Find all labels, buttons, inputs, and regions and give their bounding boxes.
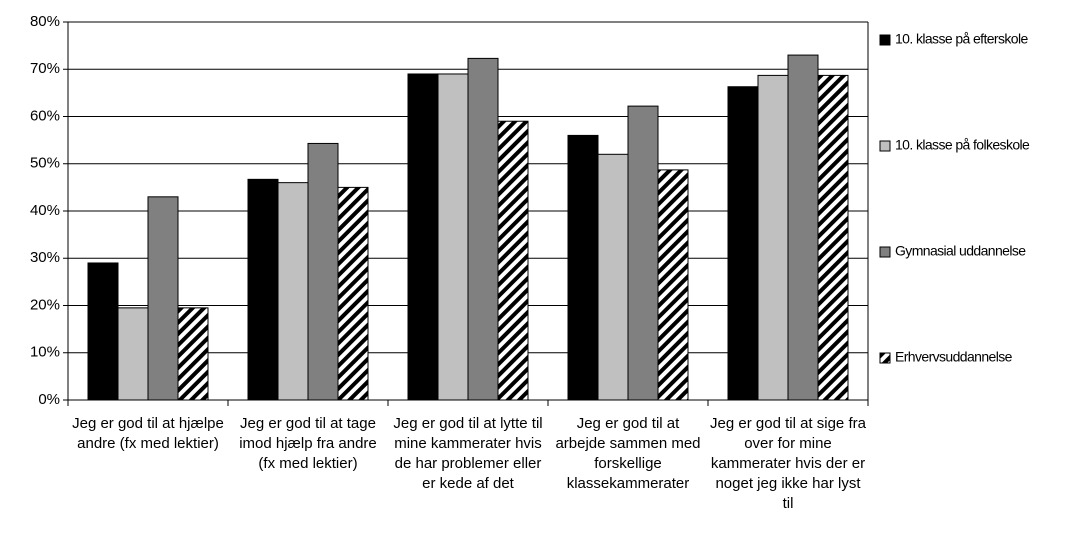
bar — [147, 196, 179, 401]
bar — [177, 307, 209, 401]
y-tick-label: 0% — [38, 391, 60, 408]
bar — [567, 134, 599, 401]
bar — [727, 86, 759, 401]
legend-swatch — [879, 140, 891, 152]
y-tick-label: 40% — [30, 202, 60, 219]
y-tick-label: 80% — [30, 13, 60, 30]
bar — [497, 120, 529, 401]
bar — [757, 74, 789, 401]
x-tick-label: Jeg er god til at hjælpe andre (fx med l… — [72, 415, 224, 452]
bar — [657, 169, 689, 401]
bar — [247, 178, 279, 401]
bar — [597, 153, 629, 401]
x-tick-label: Jeg er god til at lytte til mine kammera… — [393, 415, 543, 492]
bar — [817, 74, 849, 401]
y-tick-label: 60% — [30, 107, 60, 124]
bar — [87, 262, 119, 401]
legend-swatch — [879, 246, 891, 258]
legend-swatch — [879, 352, 891, 364]
legend-label: Gymnasial uddannelse — [895, 243, 1026, 259]
y-tick-label: 30% — [30, 249, 60, 266]
y-tick-label: 10% — [30, 344, 60, 361]
y-tick-label: 70% — [30, 60, 60, 77]
bar — [467, 57, 499, 401]
bar — [787, 54, 819, 401]
bar — [117, 307, 149, 401]
legend-label: Erhvervsuddannelse — [895, 349, 1013, 365]
bar — [307, 142, 339, 401]
x-tick-label: Jeg er god til at sige fra over for mine… — [710, 415, 866, 512]
x-tick-label: Jeg er god til at arbejde sammen med for… — [555, 415, 701, 492]
bar — [277, 182, 309, 401]
legend-label: 10. klasse på folkeskole — [895, 137, 1030, 153]
bar — [407, 73, 439, 401]
y-tick-label: 50% — [30, 155, 60, 172]
bar — [437, 73, 469, 401]
bar — [337, 186, 369, 401]
legend-swatch — [879, 34, 891, 46]
y-tick-label: 20% — [30, 296, 60, 313]
bar — [627, 105, 659, 401]
x-tick-label: Jeg er god til at tage imod hjælp fra an… — [239, 415, 377, 472]
legend-label: 10. klasse på efterskole — [895, 31, 1028, 47]
